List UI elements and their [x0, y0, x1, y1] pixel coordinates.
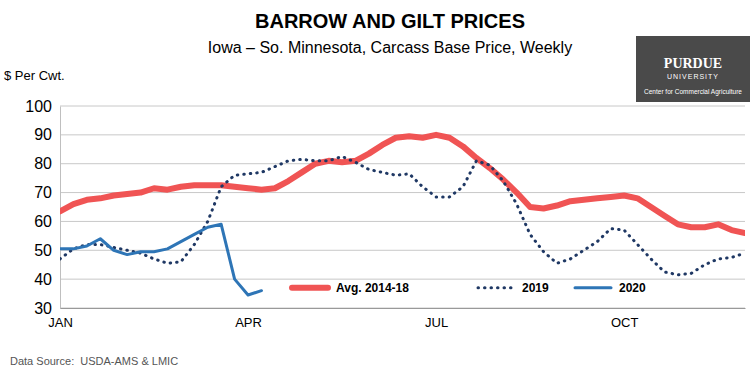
y-tick-label: 90	[34, 126, 52, 143]
y-tick: 50	[34, 242, 60, 259]
grid-line	[60, 221, 745, 222]
subtitle: Iowa – So. Minnesota, Carcass Base Price…	[208, 39, 572, 56]
x-tick: OCT	[611, 308, 639, 330]
y-tick-label: 30	[34, 300, 52, 317]
y-tick-label: 100	[25, 98, 52, 115]
x-tick-label: JUL	[425, 315, 448, 330]
series-line	[60, 135, 745, 233]
y-tick: 30	[34, 300, 60, 317]
grid	[60, 106, 745, 308]
source: Data Source: USDA-AMS & LMIC	[10, 355, 178, 367]
legend-key	[292, 285, 328, 291]
logo-subname: UNIVERSITY	[667, 73, 719, 80]
y-tick-label: 50	[34, 242, 52, 259]
grid-line	[60, 308, 745, 309]
series-line	[60, 224, 261, 295]
y-tick-label: 40	[34, 271, 52, 288]
x-tick: JAN	[48, 308, 73, 330]
x-tick-label: JAN	[48, 315, 73, 330]
legend-key	[478, 286, 514, 289]
x-axis: JAN APR JUL OCT	[48, 308, 745, 330]
title: BARROW AND GILT PRICES	[255, 10, 525, 32]
y-axis-label: $ Per Cwt.	[4, 68, 65, 83]
logo-box	[636, 36, 750, 102]
grid-line	[60, 279, 745, 280]
x-tick-label: APR	[235, 315, 262, 330]
grid-line	[60, 192, 745, 193]
y-tick: 100	[25, 98, 60, 115]
y-tick-label: 80	[34, 155, 52, 172]
legend-label: 2019	[522, 281, 549, 295]
legend-label: 2020	[619, 281, 646, 295]
chart: BARROW AND GILT PRICES Iowa – So. Minneso…	[0, 0, 750, 374]
grid-line	[60, 163, 745, 164]
y-tick-label: 70	[34, 184, 52, 201]
y-axis: 30 40 50 60 70 80 90 100	[25, 98, 60, 317]
x-tick: APR	[235, 308, 262, 330]
logo-tagline: Center for Commercial Agriculture	[644, 88, 742, 96]
y-tick: 70	[34, 184, 60, 201]
y-tick: 40	[34, 271, 60, 288]
legend-label: Avg. 2014-18	[336, 281, 409, 295]
legend: Avg. 2014-18 2019 2020	[292, 281, 646, 295]
x-tick-label: OCT	[611, 315, 639, 330]
series-line	[60, 157, 745, 275]
x-tick: JUL	[425, 308, 448, 330]
grid-line	[60, 106, 745, 107]
logo-name: PURDUE	[664, 56, 722, 71]
y-tick: 60	[34, 213, 60, 230]
legend-key	[575, 286, 611, 289]
lines	[60, 135, 745, 295]
x-axis-line	[61, 308, 746, 309]
logo: PURDUE UNIVERSITY Center for Commercial Ag…	[636, 36, 750, 102]
y-tick: 90	[34, 126, 60, 143]
y-tick: 80	[34, 155, 60, 172]
y-tick-label: 60	[34, 213, 52, 230]
